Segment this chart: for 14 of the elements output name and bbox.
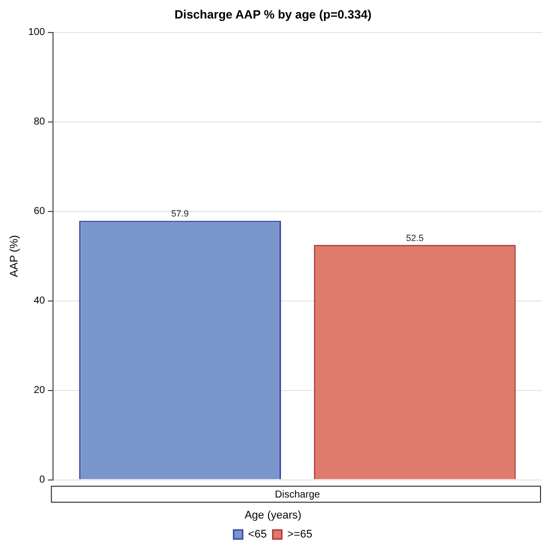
legend-label: <65 bbox=[248, 528, 267, 541]
y-tick-label: 80 bbox=[34, 116, 46, 128]
y-tick-label: 20 bbox=[34, 385, 46, 396]
legend-title: Age (years) bbox=[244, 509, 302, 522]
data-label: 57.9 bbox=[171, 208, 189, 219]
legend-label: >=65 bbox=[287, 528, 312, 541]
y-tick-label: 0 bbox=[39, 474, 46, 486]
y-tick-label: 40 bbox=[34, 296, 46, 307]
y-axis-title: AAP (%) bbox=[8, 235, 21, 278]
chart-title: Discharge AAP % by age (p=0.334) bbox=[174, 8, 372, 22]
y-tick-label: 60 bbox=[34, 206, 46, 218]
y-tick-label: 100 bbox=[28, 27, 46, 38]
data-label: 52.5 bbox=[406, 232, 424, 243]
x-tick-label: Discharge bbox=[274, 490, 320, 501]
